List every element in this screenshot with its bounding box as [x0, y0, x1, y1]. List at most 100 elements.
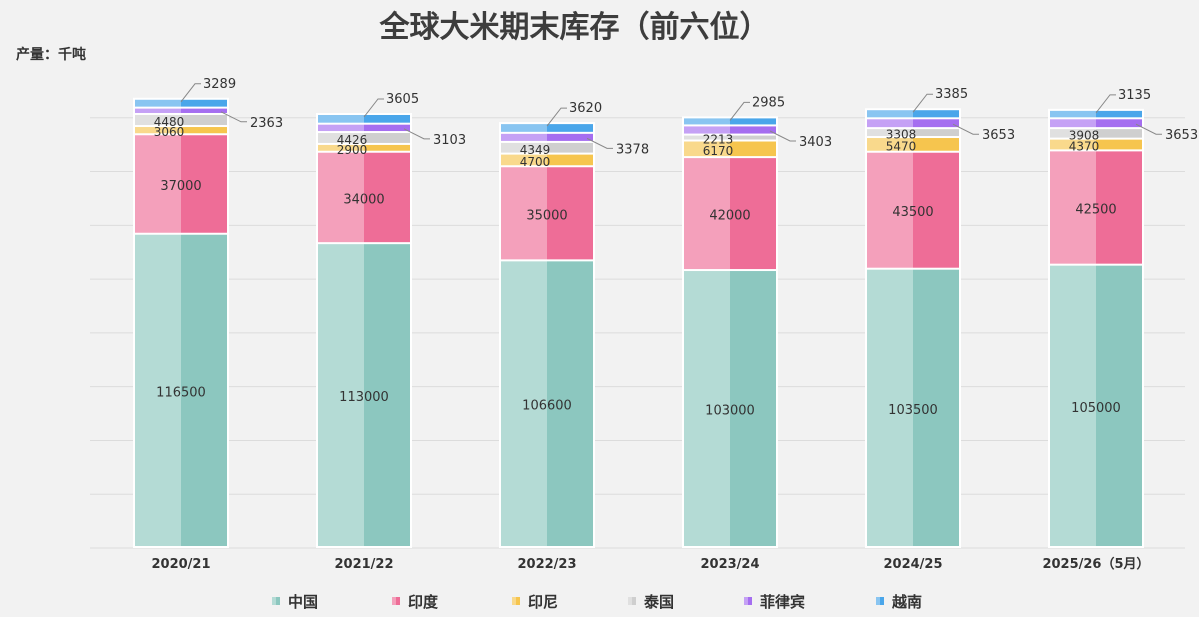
- bar-segment-left: [501, 133, 547, 141]
- bar-segment-right: [181, 234, 227, 546]
- bar-segment: [867, 152, 959, 268]
- bar-segment: [318, 114, 410, 123]
- data-label: 3103: [433, 133, 466, 148]
- legend-item: 越南: [876, 590, 922, 612]
- bar-segment-left: [318, 144, 364, 151]
- bar-segment: [501, 167, 593, 260]
- x-tick-label: 2024/25: [883, 557, 942, 572]
- bar-segment-right: [913, 129, 959, 137]
- chart-title: 全球大米期末库存（前六位）: [379, 10, 770, 45]
- bar-segment-left: [135, 99, 181, 107]
- bar-segment: [318, 152, 410, 243]
- bar-segment-left: [684, 158, 730, 270]
- data-label: 2985: [752, 95, 785, 110]
- x-tick-label: 2021/22: [334, 557, 393, 572]
- legend-item: 菲律宾: [744, 590, 805, 612]
- x-tick-label: 2023/24: [700, 557, 759, 572]
- bar-segment-left: [318, 124, 364, 132]
- bar-segment-right: [547, 167, 593, 260]
- bar-segment-right: [730, 141, 776, 157]
- data-label: 34000: [343, 192, 384, 207]
- leader-line: [546, 107, 567, 127]
- bar-segment-right: [547, 154, 593, 166]
- bar-segment-right: [547, 142, 593, 153]
- bar-segment-right: [913, 269, 959, 546]
- bar-segment: [318, 124, 410, 132]
- leader-line: [952, 123, 979, 135]
- bar-segment: [1050, 139, 1142, 150]
- bar-segment-right: [364, 244, 410, 546]
- bar-segment-right: [913, 152, 959, 268]
- data-label: 6170: [703, 144, 734, 158]
- bar-segment-left: [501, 261, 547, 546]
- bar-segment: [501, 261, 593, 546]
- data-label: 103000: [705, 404, 755, 419]
- bar-segment: [318, 133, 410, 143]
- bar-segment-left: [867, 138, 913, 151]
- bar-segment-right: [1096, 119, 1142, 128]
- bar-segment-left: [135, 114, 181, 126]
- legend-label: 印度: [408, 592, 439, 611]
- bar-segment-right: [547, 261, 593, 546]
- bar-segment-left: [318, 133, 364, 143]
- leader-line: [363, 98, 384, 118]
- data-label: 3403: [799, 135, 832, 150]
- bar-segment-left: [135, 135, 181, 233]
- bar-segment-right: [364, 133, 410, 143]
- data-label: 4426: [337, 133, 368, 147]
- data-label: 3605: [386, 92, 419, 107]
- bar-segment-right: [181, 114, 227, 126]
- bar-segment-right: [1096, 265, 1142, 546]
- bar-segment: [501, 124, 593, 132]
- legend-item: 印度: [392, 590, 438, 612]
- bar-segment: [318, 244, 410, 546]
- bar-segment: [135, 234, 227, 546]
- bar-segment-right: [547, 133, 593, 141]
- bar-segment-left: [867, 110, 913, 118]
- data-label: 3653: [1165, 128, 1198, 143]
- bar-segment-left: [135, 108, 181, 113]
- data-label: 37000: [160, 179, 201, 194]
- bar-segment-left: [135, 127, 181, 134]
- bar-segment: [135, 114, 227, 126]
- legend-item: 印尼: [512, 590, 558, 612]
- bar-segment-right: [181, 135, 227, 233]
- bar-segment-right: [913, 119, 959, 128]
- data-label: 113000: [339, 390, 389, 405]
- leader-line: [1095, 94, 1116, 114]
- data-label: 3378: [616, 142, 649, 157]
- bar-segment: [867, 110, 959, 118]
- bar-segment: [867, 129, 959, 137]
- legend-label: 中国: [288, 592, 319, 611]
- data-label: 3908: [1069, 128, 1100, 142]
- leader-line: [586, 137, 613, 149]
- bar-segment: [135, 135, 227, 233]
- bar-segment: [684, 135, 776, 140]
- data-label: 4370: [1069, 140, 1100, 154]
- bar-segment: [318, 144, 410, 151]
- bar-segment-right: [1096, 139, 1142, 150]
- bar-segment-left: [867, 269, 913, 546]
- bar-segment-left: [867, 129, 913, 137]
- bar-segment-right: [1096, 151, 1142, 264]
- leader-line: [912, 93, 933, 113]
- data-label: 4700: [520, 155, 551, 169]
- bar-segment: [135, 127, 227, 134]
- bar-segment: [1050, 110, 1142, 118]
- bar-segment-left: [1050, 151, 1096, 264]
- bar-segment-left: [318, 244, 364, 546]
- bar-segment-right: [730, 118, 776, 125]
- bar-segment: [135, 99, 227, 107]
- bar-segment-left: [501, 167, 547, 260]
- bar-segment-right: [1096, 129, 1142, 138]
- bar-segment-right: [547, 124, 593, 132]
- data-label: 43500: [892, 205, 933, 220]
- bars: [133, 97, 1144, 549]
- bar-segment-left: [684, 126, 730, 134]
- legend-swatch: [512, 597, 520, 605]
- bar-segment-left: [1050, 119, 1096, 128]
- leader-line: [769, 130, 796, 142]
- legend-item: 泰国: [628, 590, 674, 612]
- bar-segment-left: [318, 152, 364, 243]
